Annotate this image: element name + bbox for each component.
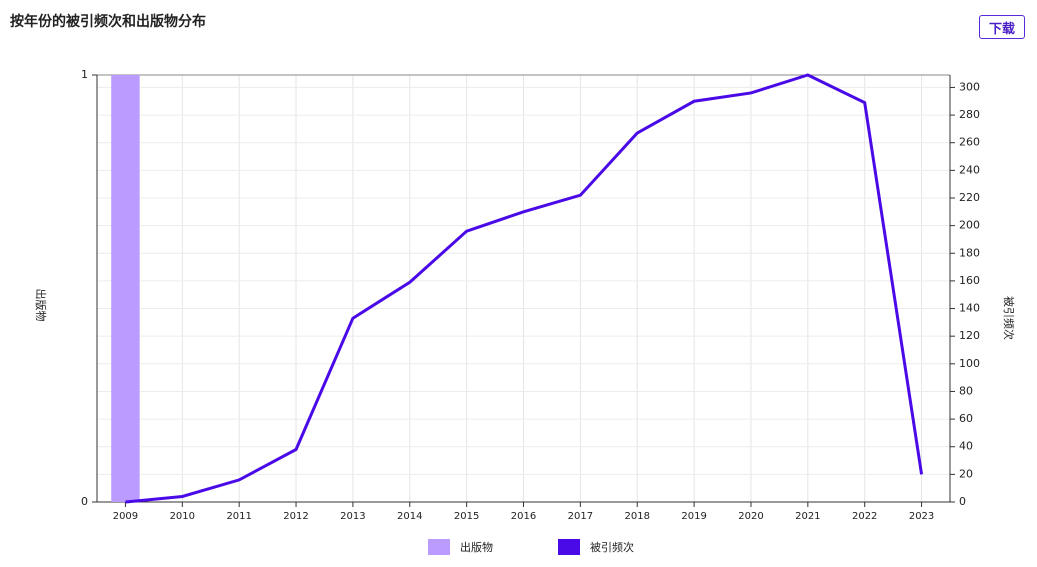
x-tick-label: 2018	[625, 511, 650, 522]
y2-tick-label: 240	[959, 163, 980, 176]
x-tick-label: 2009	[113, 511, 138, 522]
x-tick-label: 2012	[283, 511, 308, 522]
y2-tick-label: 120	[959, 329, 980, 342]
y2-axis-title: 被引频次	[1002, 296, 1016, 340]
x-tick-label: 2011	[226, 511, 251, 522]
legend-label: 出版物	[460, 540, 493, 554]
y2-tick-label: 160	[959, 274, 980, 287]
x-tick-label: 2021	[795, 511, 820, 522]
y-tick-label: 1	[81, 68, 88, 81]
y2-tick-label: 20	[959, 467, 973, 480]
x-tick-label: 2022	[852, 511, 877, 522]
y2-tick-label: 100	[959, 357, 980, 370]
y2-tick-label: 140	[959, 302, 980, 315]
y2-tick-label: 200	[959, 219, 980, 232]
bar	[111, 75, 140, 502]
x-tick-label: 2010	[170, 511, 195, 522]
x-tick-label: 2015	[454, 511, 479, 522]
y2-tick-label: 260	[959, 136, 980, 149]
y-axis-title: 出版物	[34, 289, 48, 322]
chart-title: 按年份的被引频次和出版物分布	[10, 13, 206, 30]
y2-tick-label: 300	[959, 80, 980, 93]
x-tick-label: 2014	[397, 511, 422, 522]
y2-tick-label: 0	[959, 495, 966, 508]
y2-tick-label: 80	[959, 384, 973, 397]
y2-tick-label: 40	[959, 440, 973, 453]
y2-tick-label: 220	[959, 191, 980, 204]
x-tick-label: 2017	[568, 511, 593, 522]
x-tick-label: 2016	[511, 511, 536, 522]
y2-tick-label: 60	[959, 412, 973, 425]
x-tick-label: 2013	[340, 511, 365, 522]
legend-label: 被引频次	[590, 540, 634, 554]
x-tick-label: 2019	[681, 511, 706, 522]
line	[125, 73, 924, 504]
legend-swatch	[558, 539, 580, 555]
y-tick-label: 0	[81, 495, 88, 508]
legend-swatch	[428, 539, 450, 555]
y2-tick-label: 280	[959, 108, 980, 121]
x-tick-label: 2020	[738, 511, 763, 522]
y2-tick-label: 180	[959, 246, 980, 259]
download-button[interactable]: 下载	[979, 15, 1025, 39]
x-tick-label: 2023	[909, 511, 934, 522]
